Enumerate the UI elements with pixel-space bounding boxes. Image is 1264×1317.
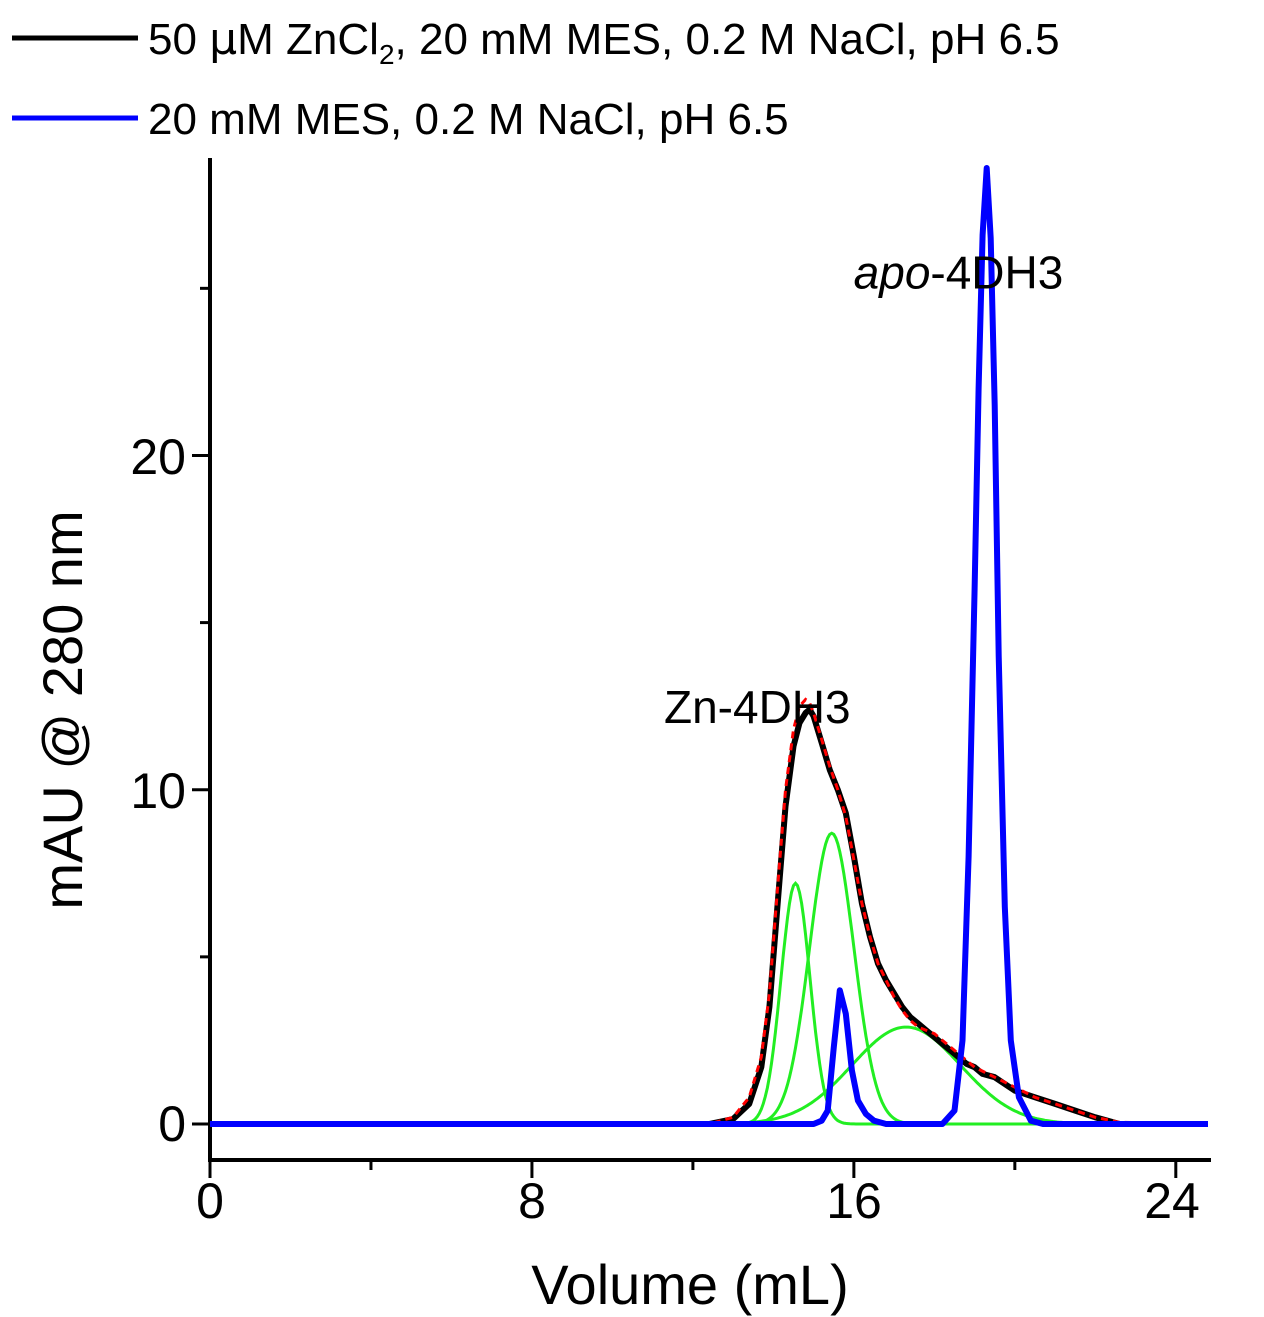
annotation-apo-rest: -4DH3 (930, 246, 1063, 298)
legend-zn-sub: 2 (379, 39, 395, 70)
legend: 50 μM ZnCl2, 20 mM MES, 0.2 M NaCl, pH 6… (12, 14, 1060, 144)
series-line-zn (210, 706, 1208, 1127)
x-axis-title: Volume (mL) (531, 1253, 848, 1316)
y-tick-label: 10 (130, 763, 186, 819)
annotation-apo-italic: apo (854, 246, 931, 298)
series-line-apo (210, 165, 1208, 1127)
x-tick-label: 0 (196, 1173, 224, 1229)
legend-zn-mu: μ (209, 14, 237, 65)
series-line-gaussian-2 (210, 831, 1208, 1126)
y-tick-labels: 0 10 20 (130, 429, 186, 1152)
y-tick-label: 20 (130, 429, 186, 485)
axes (208, 158, 1211, 1162)
legend-zn-prefix: 50 (148, 15, 209, 64)
series-layer (210, 165, 1209, 1127)
y-axis-title: mAU @ 280 nm (31, 510, 94, 909)
legend-zn-suffix: , 20 mM MES, 0.2 M NaCl, pH 6.5 (395, 15, 1060, 64)
series-line-gaussian-1 (210, 881, 1208, 1126)
legend-zn-mid: M ZnCl (237, 15, 379, 64)
series-line-gaussian-3 (210, 1025, 1208, 1126)
annotation-apo-4dh3: apo-4DH3 (854, 246, 1064, 298)
y-tick-label: 0 (158, 1096, 186, 1152)
x-tick-label: 24 (1144, 1173, 1200, 1229)
annotation-zn-4dh3: Zn-4DH3 (664, 681, 851, 733)
x-tick-labels: 0 8 16 24 (196, 1173, 1200, 1229)
ticks (192, 286, 1178, 1178)
legend-label-zn: 50 μM ZnCl2, 20 mM MES, 0.2 M NaCl, pH 6… (148, 14, 1060, 70)
x-tick-label: 8 (518, 1173, 546, 1229)
legend-label-apo: 20 mM MES, 0.2 M NaCl, pH 6.5 (148, 95, 789, 144)
series-line-fit (210, 697, 1209, 1126)
x-tick-label: 16 (826, 1173, 882, 1229)
